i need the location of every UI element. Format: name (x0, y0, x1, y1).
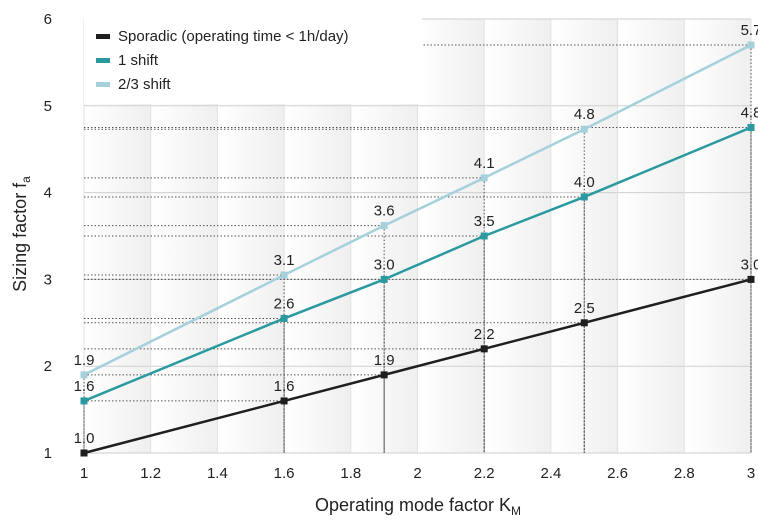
x-axis-title-text: Operating mode factor K (315, 495, 511, 515)
data-point (581, 193, 588, 200)
legend-swatch (96, 34, 110, 39)
data-label: 4.0 (574, 174, 595, 191)
y-axis-title: Sizing factor fa (10, 176, 33, 292)
y-axis-title-subscript: a (19, 176, 33, 183)
data-label: 3.1 (274, 252, 295, 269)
data-label: 1.9 (374, 352, 395, 369)
legend-item-label: 2/3 shift (118, 76, 171, 93)
legend-item-label: Sporadic (operating time < 1h/day) (118, 28, 349, 45)
x-tick-label: 2.8 (674, 465, 695, 482)
data-label: 4.1 (474, 155, 495, 172)
y-tick-label: 2 (44, 358, 52, 375)
x-tick-label: 1.2 (140, 465, 161, 482)
data-point (748, 42, 755, 49)
data-point (281, 272, 288, 279)
background-band (684, 19, 751, 453)
data-point (748, 276, 755, 283)
x-axis-title-subscript: M (511, 504, 521, 518)
legend-item-label: 1 shift (118, 52, 159, 69)
y-tick-label: 1 (44, 445, 52, 462)
data-point (381, 276, 388, 283)
x-tick-label: 2 (413, 465, 421, 482)
data-label: 4.8 (741, 105, 758, 122)
background-band (484, 19, 551, 453)
x-tick-label: 3 (747, 465, 755, 482)
data-point (81, 397, 88, 404)
data-point (81, 450, 88, 457)
y-tick-label: 3 (44, 271, 52, 288)
data-point (381, 222, 388, 229)
legend-swatch (96, 82, 110, 87)
x-tick-label: 2.6 (607, 465, 628, 482)
data-point (581, 126, 588, 133)
x-tick-labels: 1 1.2 1.4 1.6 1.8 2 2.2 2.4 2.6 2.8 3 (80, 465, 755, 482)
legend-swatch (96, 58, 110, 63)
data-label: 2.2 (474, 326, 495, 343)
data-label: 1.0 (74, 430, 95, 447)
x-tick-label: 1.6 (274, 465, 295, 482)
data-label: 3.6 (374, 203, 395, 220)
y-axis-title-text: Sizing factor f (10, 182, 30, 292)
data-point (581, 319, 588, 326)
x-tick-label: 1.8 (340, 465, 361, 482)
y-tick-label: 4 (44, 185, 52, 202)
data-point (281, 315, 288, 322)
data-label: 1.9 (74, 352, 95, 369)
data-label: 1.6 (74, 378, 95, 395)
y-tick-label: 6 (44, 11, 52, 28)
data-label: 1.6 (274, 378, 295, 395)
data-label: 3.0 (374, 256, 395, 273)
data-label: 5.7 (741, 22, 758, 39)
data-point (381, 371, 388, 378)
x-tick-label: 1.4 (207, 465, 228, 482)
y-tick-label: 5 (44, 98, 52, 115)
data-label: 3.0 (741, 256, 758, 273)
x-tick-label: 2.2 (474, 465, 495, 482)
data-label: 2.5 (574, 300, 595, 317)
data-label: 3.5 (474, 213, 495, 230)
x-tick-label: 1 (80, 465, 88, 482)
data-point (748, 124, 755, 131)
x-tick-label: 2.4 (540, 465, 561, 482)
data-point (481, 345, 488, 352)
data-point (481, 174, 488, 181)
data-point (281, 397, 288, 404)
y-tick-labels: 1 2 3 4 5 6 (44, 11, 52, 462)
x-axis-title: Operating mode factor KM (315, 495, 521, 518)
data-point (481, 233, 488, 240)
data-label: 4.8 (574, 106, 595, 123)
data-label: 2.6 (274, 295, 295, 312)
